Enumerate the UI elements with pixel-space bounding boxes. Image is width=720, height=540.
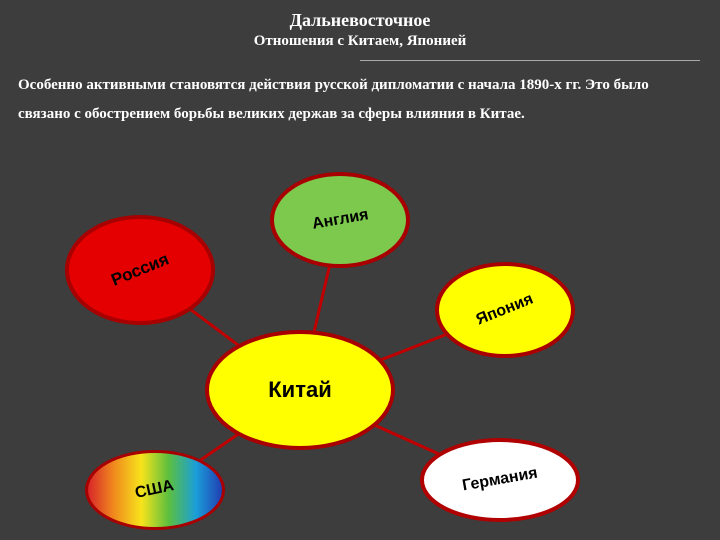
node-usa: США: [85, 450, 225, 530]
slide: Дальневосточное Отношения с Китаем, Япон…: [0, 0, 720, 540]
node-china: Китай: [205, 330, 395, 450]
body-text: Особенно активными становятся действия р…: [0, 61, 720, 128]
slide-subtitle: Отношения с Китаем, Японией: [0, 33, 720, 50]
node-japan: Япония: [435, 262, 575, 358]
diagram-area: АнглияРоссияЯпонияГерманияСШАКитай: [0, 180, 720, 540]
node-england: Англия: [270, 172, 410, 268]
node-russia: Россия: [65, 215, 215, 325]
slide-title: Дальневосточное: [0, 0, 720, 31]
node-label-china: Китай: [268, 377, 332, 403]
node-germany: Германия: [420, 438, 580, 522]
